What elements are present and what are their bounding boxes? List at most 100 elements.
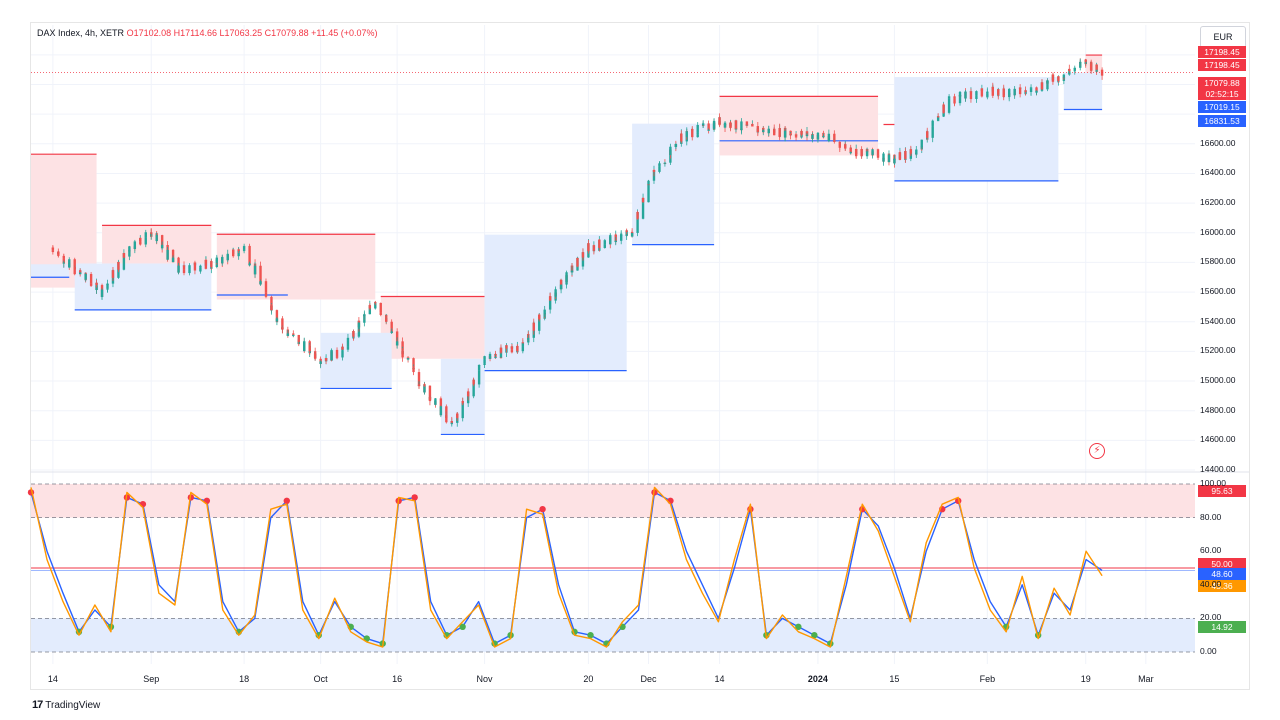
overbought-zone bbox=[31, 484, 1195, 518]
candle-body bbox=[844, 144, 847, 149]
candle-body bbox=[335, 357, 339, 359]
candle-body bbox=[751, 124, 754, 126]
candle-body bbox=[652, 170, 656, 172]
candle-body bbox=[406, 358, 410, 360]
candle-body bbox=[958, 94, 962, 104]
oversold-dot bbox=[811, 632, 818, 639]
candle-body bbox=[450, 422, 453, 424]
oscillator-badge: 45.36 bbox=[1198, 579, 1246, 592]
lightning-icon[interactable]: ⚡ bbox=[1089, 443, 1105, 459]
time-tick: 15 bbox=[889, 674, 900, 684]
price-tick: 15800.00 bbox=[1200, 256, 1236, 267]
candle-body bbox=[111, 270, 115, 278]
candle-body bbox=[335, 349, 339, 357]
candle-body bbox=[412, 368, 415, 373]
candle-body bbox=[838, 146, 841, 148]
candle-body bbox=[1057, 76, 1060, 81]
candle-body bbox=[1035, 87, 1038, 92]
candle-body bbox=[521, 342, 525, 347]
candle-body bbox=[122, 256, 126, 258]
candle-body bbox=[969, 95, 973, 99]
candle-body bbox=[729, 122, 732, 129]
candle-body bbox=[707, 129, 710, 131]
candle-body bbox=[986, 91, 989, 94]
oscillator-tick: 60.00 bbox=[1200, 545, 1222, 556]
currency-button[interactable]: EUR bbox=[1200, 26, 1246, 48]
time-tick: 19 bbox=[1080, 674, 1091, 684]
candle-body bbox=[286, 333, 290, 335]
candle-body bbox=[647, 184, 650, 203]
candle-body bbox=[691, 129, 694, 138]
candle-body bbox=[1046, 80, 1049, 84]
support-zone bbox=[1063, 72, 1103, 110]
price-tick: 16200.00 bbox=[1200, 197, 1236, 208]
candle-body bbox=[740, 121, 743, 129]
candle-body bbox=[680, 136, 683, 142]
price-badge: 17019.15 bbox=[1198, 101, 1246, 113]
candle-body bbox=[800, 130, 803, 135]
candle-body bbox=[242, 246, 246, 250]
candle-body bbox=[712, 120, 716, 129]
candle-body bbox=[527, 337, 530, 341]
candle-body bbox=[84, 273, 87, 280]
candle-body bbox=[472, 382, 475, 397]
price-tick: 16600.00 bbox=[1200, 137, 1236, 148]
candle-body bbox=[73, 266, 76, 275]
change-value: +11.45 (+0.07%) bbox=[311, 28, 378, 38]
price-badge: 17198.45 bbox=[1198, 46, 1246, 58]
price-tick: 15000.00 bbox=[1200, 375, 1236, 386]
candle-body bbox=[882, 153, 885, 162]
candle-body bbox=[368, 306, 372, 315]
overbought-dot bbox=[411, 494, 418, 501]
candle-body bbox=[188, 265, 191, 270]
tradingview-logo[interactable]: 17 TradingView bbox=[32, 699, 100, 711]
oscillator-badge: 14.92 bbox=[1198, 620, 1246, 633]
candle-body bbox=[368, 305, 372, 309]
candle-body bbox=[887, 154, 891, 161]
candle-body bbox=[182, 265, 186, 270]
candle-body bbox=[931, 120, 934, 126]
ohlc-header: DAX Index, 4h, XETR O17102.08 H17114.66 … bbox=[37, 28, 378, 38]
candle-body bbox=[57, 251, 60, 256]
candle-body bbox=[909, 152, 913, 154]
candle-body bbox=[833, 140, 836, 142]
candle-body bbox=[953, 98, 956, 103]
candle-body bbox=[1035, 90, 1038, 92]
candle-body bbox=[439, 406, 443, 410]
candle-body bbox=[559, 284, 563, 290]
candle-body bbox=[609, 235, 612, 245]
candle-body bbox=[762, 130, 765, 133]
candle-body bbox=[319, 361, 322, 364]
candle-body bbox=[521, 342, 525, 344]
candle-body bbox=[751, 125, 754, 127]
candle-body bbox=[505, 346, 508, 349]
candle-body bbox=[477, 364, 481, 366]
candle-body bbox=[614, 240, 617, 243]
oscillator-badge: 95.63 bbox=[1198, 485, 1246, 498]
candle-body bbox=[1079, 62, 1082, 64]
candle-body bbox=[630, 232, 634, 237]
time-tick: 20 bbox=[583, 674, 594, 684]
candle-body bbox=[904, 151, 907, 159]
candle-body bbox=[428, 385, 432, 400]
candle-body bbox=[428, 396, 432, 402]
candle-body bbox=[303, 341, 306, 344]
time-tick: 16 bbox=[392, 674, 403, 684]
overbought-dot bbox=[539, 506, 546, 513]
candle-body bbox=[297, 339, 300, 342]
candle-body bbox=[1007, 88, 1011, 96]
candle-body bbox=[696, 124, 699, 133]
candle-body bbox=[472, 379, 475, 385]
time-tick: 14 bbox=[714, 674, 725, 684]
low-value: 17063.25 bbox=[224, 28, 263, 38]
candle-body bbox=[876, 155, 880, 158]
candle-body bbox=[570, 270, 574, 273]
overbought-dot bbox=[283, 497, 290, 504]
candle-body bbox=[193, 262, 197, 270]
candle-body bbox=[139, 241, 142, 245]
candle-body bbox=[893, 158, 896, 160]
candle-body bbox=[456, 413, 459, 419]
candle-body bbox=[980, 88, 984, 96]
candle-body bbox=[150, 232, 153, 234]
